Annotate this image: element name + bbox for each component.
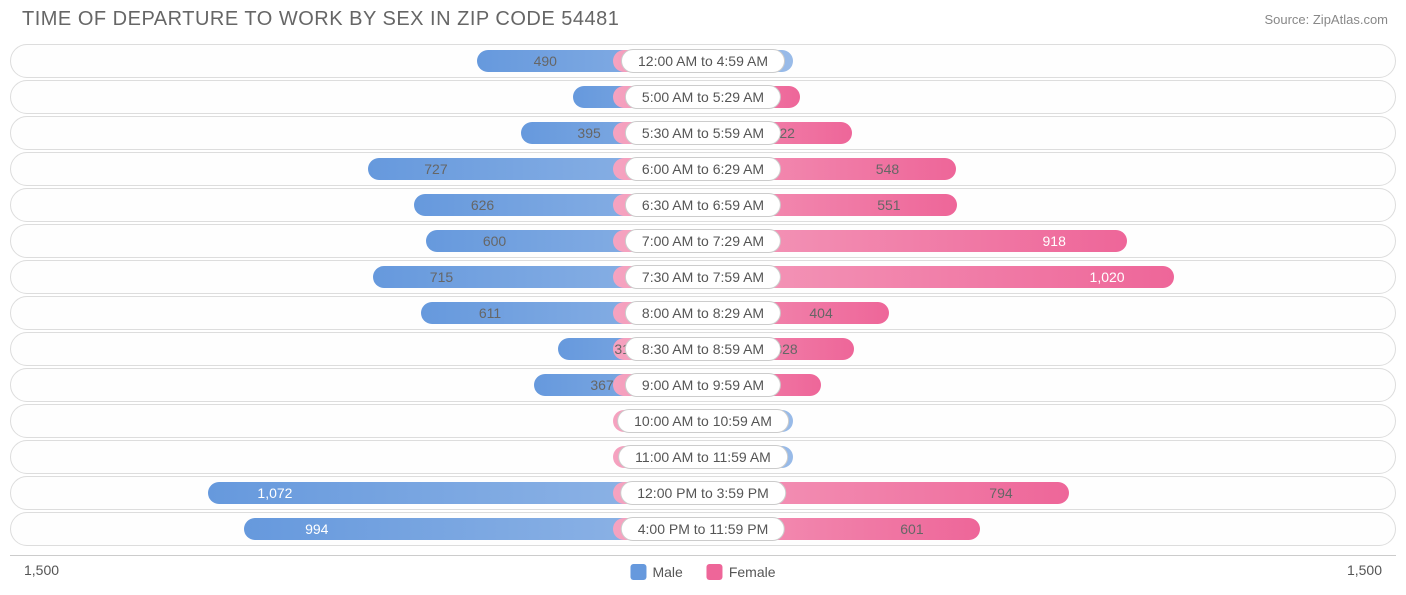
legend-swatch	[707, 564, 723, 580]
value-female: 404	[809, 305, 832, 321]
chart-row: 7:00 AM to 7:29 AM 600 918	[10, 224, 1396, 258]
legend-item: Male	[630, 564, 682, 580]
value-male: 727	[424, 161, 447, 177]
row-label: 4:00 PM to 11:59 PM	[621, 517, 785, 541]
value-male: 1,072	[245, 485, 304, 501]
row-label: 11:00 AM to 11:59 AM	[618, 445, 788, 469]
value-male: 715	[430, 269, 453, 285]
row-label: 6:30 AM to 6:59 AM	[625, 193, 781, 217]
value-female: 601	[900, 521, 923, 537]
chart-row: 12:00 AM to 4:59 AM490136	[10, 44, 1396, 78]
row-label: 7:00 AM to 7:29 AM	[625, 229, 781, 253]
chart-row: 5:30 AM to 5:59 AM395322	[10, 116, 1396, 150]
chart-row: 10:00 AM to 10:59 AM168185	[10, 404, 1396, 438]
row-label: 7:30 AM to 7:59 AM	[625, 265, 781, 289]
chart-row: 12:00 PM to 3:59 PM 1,072 794	[10, 476, 1396, 510]
value-female: 548	[876, 161, 899, 177]
axis-left-label: 1,500	[24, 562, 59, 578]
row-label: 12:00 AM to 4:59 AM	[621, 49, 785, 73]
value-male: 395	[577, 125, 600, 141]
row-label: 6:00 AM to 6:29 AM	[625, 157, 781, 181]
chart-row: 6:00 AM to 6:29 AM 727 548	[10, 152, 1396, 186]
chart-area: 12:00 AM to 4:59 AM4901365:00 AM to 5:29…	[10, 44, 1396, 553]
row-label: 9:00 AM to 9:59 AM	[625, 373, 781, 397]
axis-right-label: 1,500	[1347, 562, 1382, 578]
value-male: 994	[293, 521, 340, 537]
value-male: 600	[483, 233, 506, 249]
row-label: 8:30 AM to 8:59 AM	[625, 337, 781, 361]
source-attribution: Source: ZipAtlas.com	[1264, 12, 1388, 27]
legend-item: Female	[707, 564, 776, 580]
chart-footer: 1,500 1,500 Male Female	[10, 555, 1396, 595]
row-label: 5:30 AM to 5:59 AM	[625, 121, 781, 145]
chart-row: 6:30 AM to 6:59 AM 626 551	[10, 188, 1396, 222]
chart-row: 8:30 AM to 8:59 AM315328	[10, 332, 1396, 366]
row-label: 8:00 AM to 8:29 AM	[625, 301, 781, 325]
chart-row: 7:30 AM to 7:59 AM 715 1,020	[10, 260, 1396, 294]
legend-label: Female	[729, 564, 776, 580]
chart-row: 5:00 AM to 5:29 AM282210	[10, 80, 1396, 114]
chart-row: 4:00 PM to 11:59 PM 994 601	[10, 512, 1396, 546]
legend: Male Female	[630, 564, 775, 580]
value-female: 794	[989, 485, 1012, 501]
row-label: 5:00 AM to 5:29 AM	[625, 85, 781, 109]
chart-title: TIME OF DEPARTURE TO WORK BY SEX IN ZIP …	[22, 8, 619, 31]
legend-swatch	[630, 564, 646, 580]
chart-row: 8:00 AM to 8:29 AM 611 404	[10, 296, 1396, 330]
value-female: 1,020	[1078, 269, 1137, 285]
value-male: 611	[479, 305, 501, 321]
row-label: 10:00 AM to 10:59 AM	[617, 409, 789, 433]
value-female: 551	[877, 197, 900, 213]
chart-row: 11:00 AM to 11:59 AM51130	[10, 440, 1396, 474]
chart-row: 9:00 AM to 9:59 AM367256	[10, 368, 1396, 402]
value-female: 918	[1031, 233, 1078, 249]
row-label: 12:00 PM to 3:59 PM	[620, 481, 786, 505]
legend-label: Male	[652, 564, 682, 580]
value-male: 367	[590, 377, 613, 393]
value-male: 626	[471, 197, 494, 213]
value-male: 490	[534, 53, 557, 69]
